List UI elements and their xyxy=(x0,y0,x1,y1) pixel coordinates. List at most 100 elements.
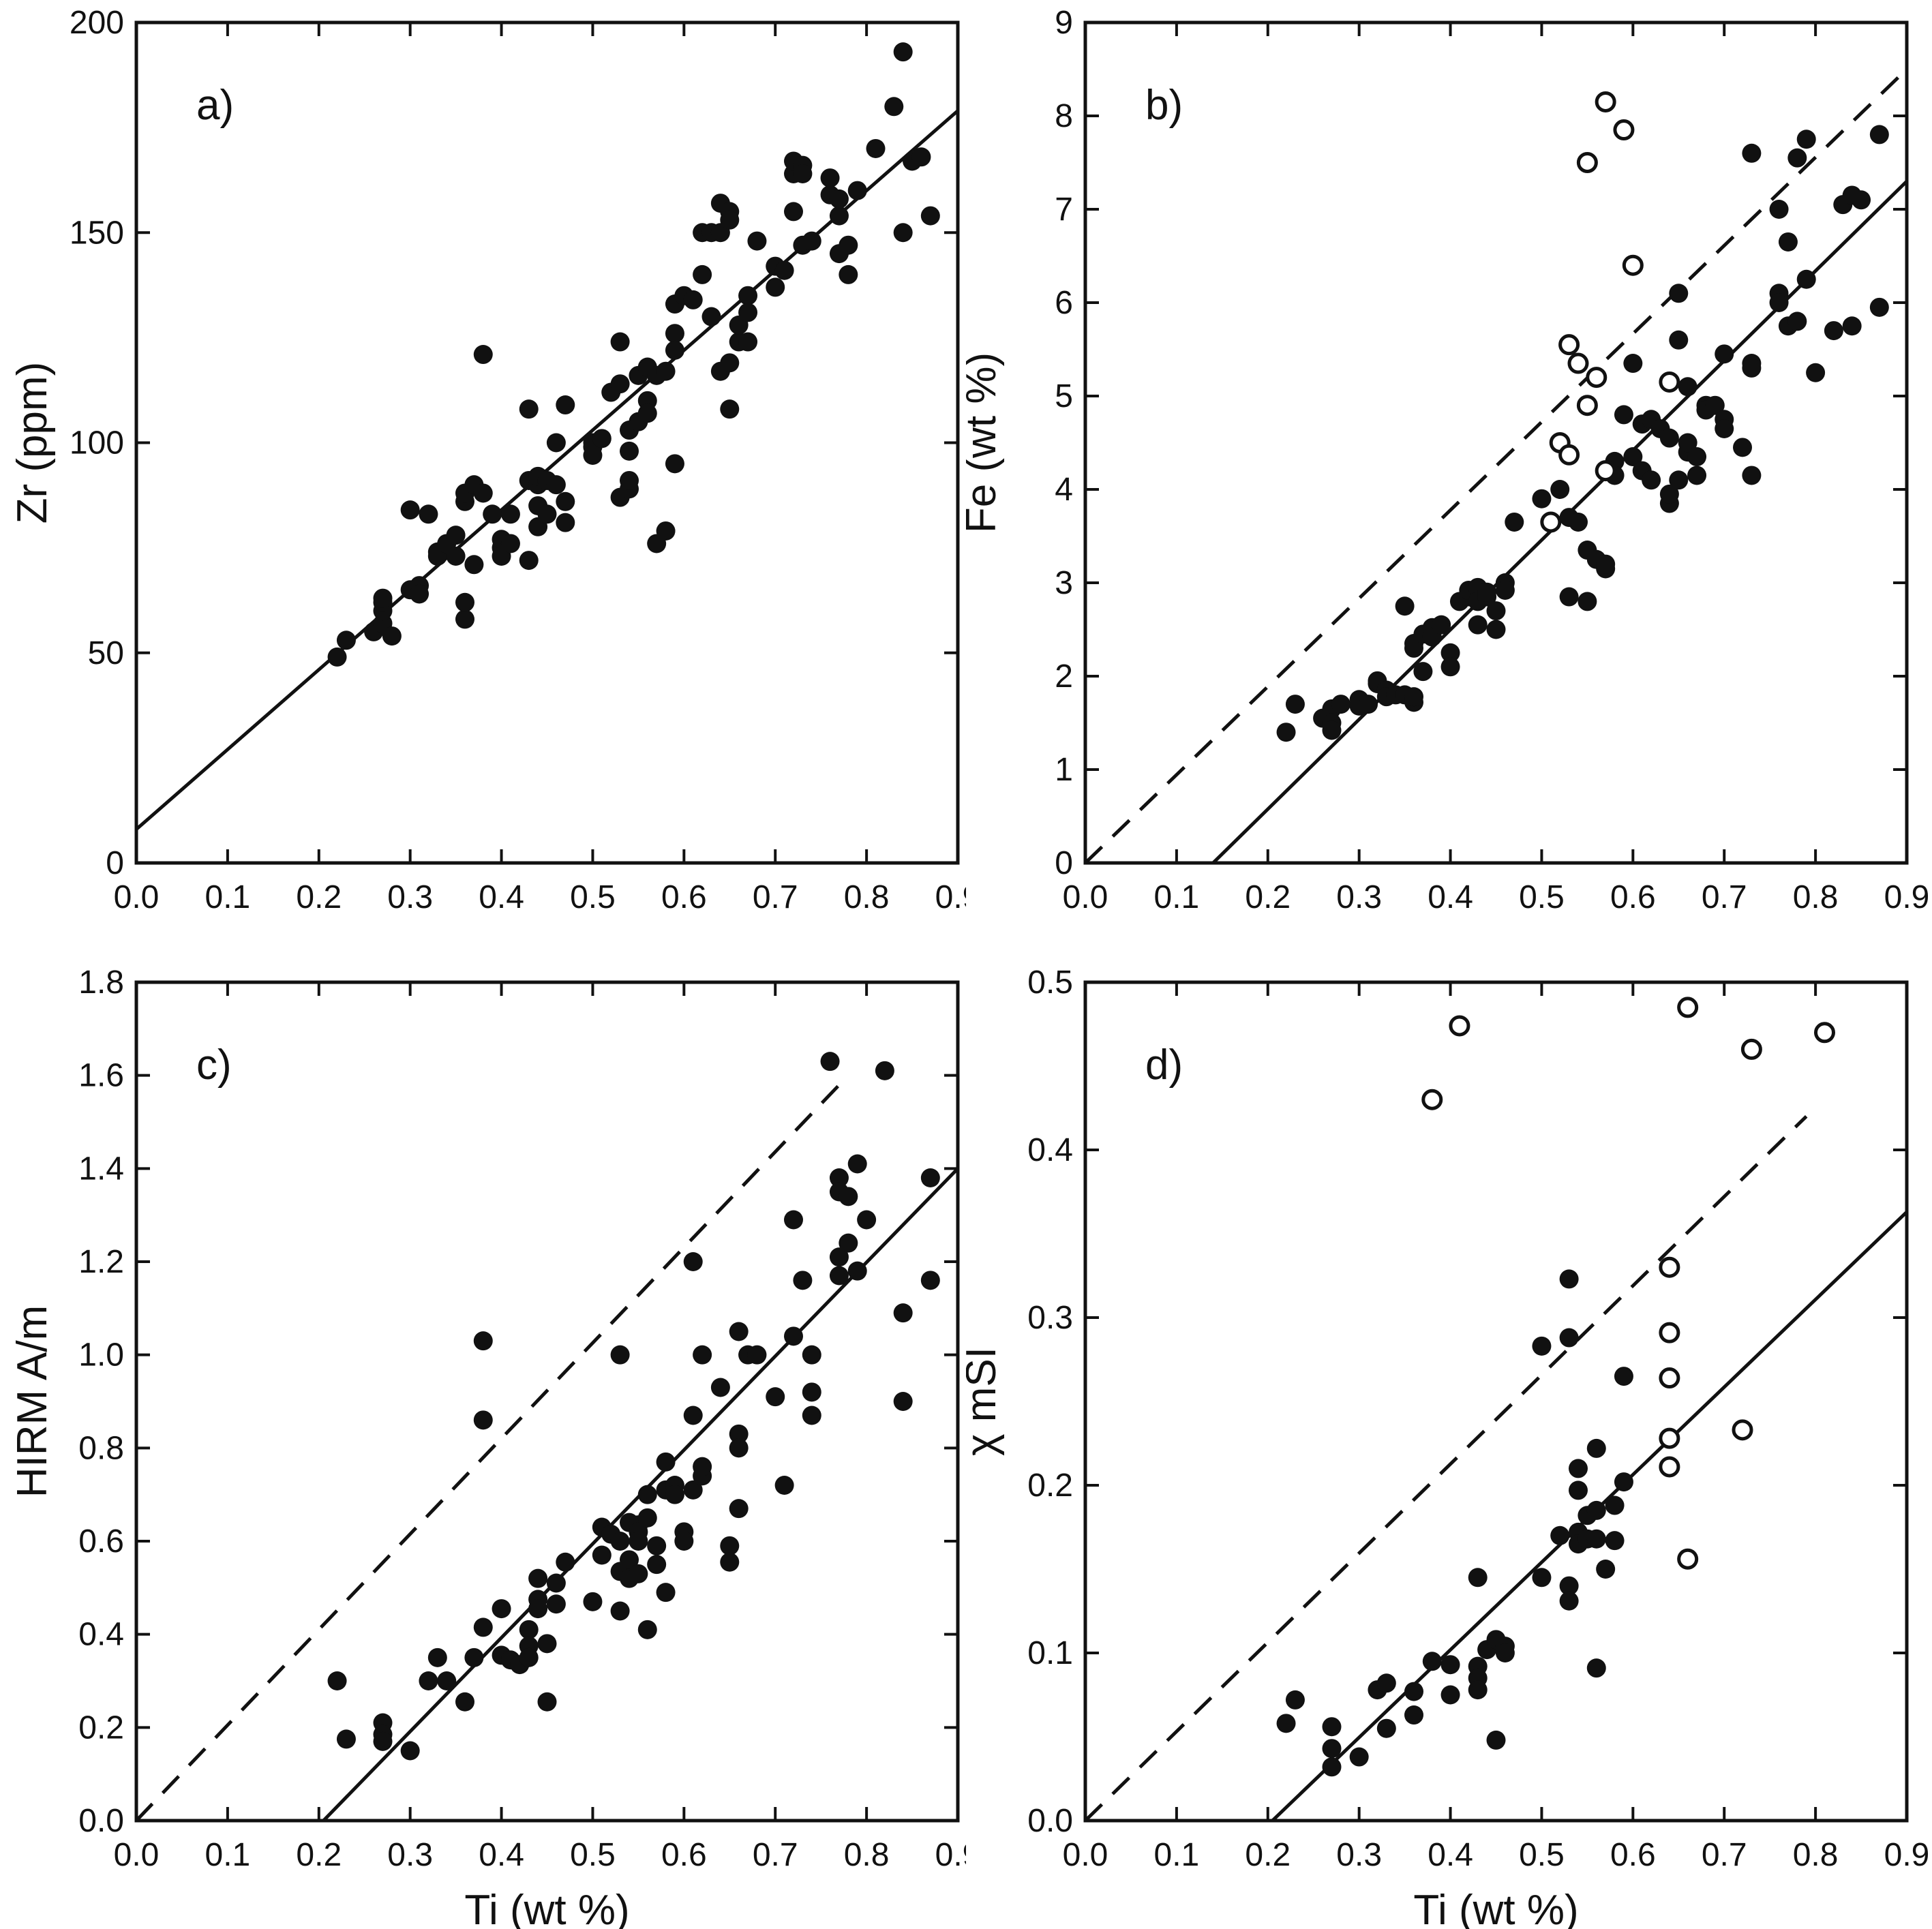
data-point-filled xyxy=(519,1647,539,1667)
data-point-open xyxy=(1613,119,1635,141)
data-point-filled xyxy=(492,1599,511,1619)
x-axis-title: Ti (wt %) xyxy=(1413,1887,1578,1929)
data-point-filled xyxy=(1395,596,1415,616)
data-point-filled xyxy=(720,1552,740,1572)
x-tick-label: 0.6 xyxy=(661,1837,707,1873)
y-tick-label: 2 xyxy=(1055,658,1073,695)
y-tick-label: 0.1 xyxy=(1027,1635,1073,1671)
scatter-plot-hirm-vs-ti: 0.0 0.1 0.2 0.3 0.4 0.5 0.6 0.7 0.8 0.9 0.0 0.2 0.4 0… xyxy=(9,964,966,1929)
data-point-filled xyxy=(774,1476,794,1495)
data-point-filled xyxy=(473,345,493,365)
data-point-filled xyxy=(665,340,684,360)
data-point-filled xyxy=(729,1499,749,1519)
x-tick-label: 0.5 xyxy=(1519,879,1565,915)
y-tick-label: 0 xyxy=(1055,845,1073,881)
panel-label: a) xyxy=(196,82,234,129)
data-point-filled xyxy=(820,1052,840,1072)
data-point-filled xyxy=(637,1485,657,1504)
data-point-filled xyxy=(747,1345,767,1365)
data-point-filled xyxy=(1486,620,1506,639)
panel-c: 0.0 0.1 0.2 0.3 0.4 0.5 0.6 0.7 0.8 0.9 0.0 0.2 0.4 0… xyxy=(0,964,966,1929)
data-point-filled xyxy=(693,1345,712,1365)
data-point-filled xyxy=(884,97,904,117)
x-tick-label: 0.7 xyxy=(753,1837,798,1873)
data-point-filled xyxy=(793,1271,813,1290)
data-point-filled xyxy=(336,631,356,650)
data-point-filled xyxy=(1778,232,1798,252)
data-point-filled xyxy=(546,1594,566,1614)
data-point-filled xyxy=(1550,1525,1570,1545)
y-tick-label: 1 xyxy=(1055,752,1073,788)
data-point-filled xyxy=(473,1410,493,1430)
data-point-open xyxy=(1595,460,1616,482)
data-point-filled xyxy=(1550,480,1570,499)
data-point-filled xyxy=(1376,1718,1396,1738)
data-point-filled xyxy=(1422,1652,1442,1671)
data-point-filled xyxy=(1787,148,1807,168)
data-point-filled xyxy=(839,264,858,284)
panel-label: c) xyxy=(196,1042,232,1089)
data-point-filled xyxy=(793,164,813,183)
data-point-filled xyxy=(747,231,767,251)
data-point-filled xyxy=(382,626,402,646)
data-point-filled xyxy=(920,206,940,226)
data-point-filled xyxy=(784,1326,803,1346)
data-point-filled xyxy=(656,1583,676,1603)
data-point-filled xyxy=(847,1261,867,1281)
data-point-open xyxy=(1449,1015,1470,1037)
data-point-filled xyxy=(893,1392,913,1411)
data-point-filled xyxy=(683,290,703,309)
data-point-filled xyxy=(427,1647,447,1667)
x-tick-label: 0.5 xyxy=(570,1837,616,1873)
x-tick-label: 0.7 xyxy=(1702,1837,1747,1873)
data-point-filled xyxy=(464,1647,484,1667)
data-point-filled xyxy=(373,588,393,608)
y-tick-label: 1.0 xyxy=(78,1337,124,1373)
y-tick-label: 7 xyxy=(1055,192,1073,228)
data-point-filled xyxy=(610,1601,630,1621)
data-point-filled xyxy=(829,189,849,209)
y-tick-label: 0.2 xyxy=(1027,1468,1073,1504)
data-point-filled xyxy=(1505,512,1524,532)
x-tick-label: 0.2 xyxy=(296,879,342,915)
data-point-open xyxy=(1622,254,1644,276)
x-axis-title: Ti (wt %) xyxy=(464,1887,629,1929)
data-point-filled xyxy=(1495,1643,1515,1662)
data-point-filled xyxy=(1285,1690,1305,1710)
data-point-filled xyxy=(1715,344,1734,364)
x-tick-label: 0.1 xyxy=(1154,1837,1200,1873)
x-tick-label: 0.9 xyxy=(1884,1837,1930,1873)
data-point-filled xyxy=(839,1187,858,1206)
data-point-filled xyxy=(473,1617,493,1637)
data-point-filled xyxy=(893,42,913,62)
data-point-filled xyxy=(729,1424,749,1444)
data-point-filled xyxy=(829,1247,849,1267)
data-point-filled xyxy=(446,526,466,545)
data-point-open xyxy=(1677,1548,1699,1570)
data-point-open xyxy=(1814,1022,1835,1044)
panel-a: 0.0 0.1 0.2 0.3 0.4 0.5 0.6 0.7 0.8 0.9 0 50 100 150 2… xyxy=(0,0,966,964)
data-point-filled xyxy=(1495,580,1515,600)
data-point-filled xyxy=(647,1555,667,1575)
data-point-filled xyxy=(546,433,566,453)
data-point-filled xyxy=(1869,125,1889,145)
plot-frame xyxy=(1083,20,1909,865)
data-point-filled xyxy=(592,1545,612,1565)
data-point-open xyxy=(1659,1256,1680,1278)
data-point-filled xyxy=(656,361,676,381)
scatter-plot-chi-vs-ti: 0.0 0.1 0.2 0.3 0.4 0.5 0.6 0.7 0.8 0.9 0.0 0.1 0.2 0… xyxy=(966,964,1930,1929)
data-point-filled xyxy=(829,1168,849,1187)
data-point-filled xyxy=(400,1741,420,1761)
data-point-filled xyxy=(784,1210,803,1230)
y-tick-label: 4 xyxy=(1055,472,1073,508)
data-point-filled xyxy=(637,404,657,423)
data-point-filled xyxy=(519,1620,539,1639)
data-point-filled xyxy=(556,395,575,415)
data-point-filled xyxy=(710,1378,730,1397)
data-point-filled xyxy=(464,555,484,575)
data-point-open xyxy=(1576,152,1598,173)
data-point-filled xyxy=(1705,395,1725,415)
x-tick-label: 0.7 xyxy=(753,879,798,915)
x-tick-label: 0.4 xyxy=(479,1837,524,1873)
